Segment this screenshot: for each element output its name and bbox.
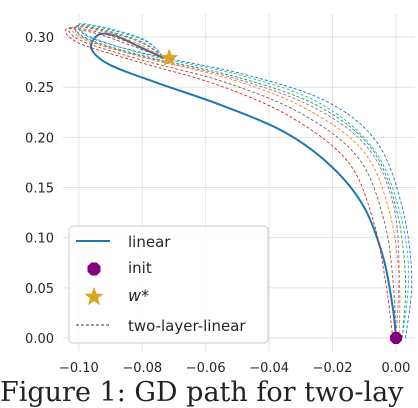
marker-layer: [160, 48, 402, 344]
two-layer-linear-path: [77, 23, 410, 339]
two-layer-linear-path: [68, 27, 397, 339]
y-tick-label: 0.00: [25, 332, 54, 347]
y-tick-label: 0.20: [25, 131, 54, 146]
two-layer-linear-path: [74, 26, 400, 339]
two-layer-linear-path: [77, 24, 413, 339]
y-tick-label: 0.25: [25, 81, 54, 96]
y-tick-label: 0.15: [25, 182, 54, 197]
x-axis-ticks: −0.10 −0.08 −0.06 −0.04 −0.02 0.00: [59, 361, 411, 376]
init-marker: [390, 332, 402, 344]
y-tick-label: 0.10: [25, 232, 54, 247]
x-tick-label: −0.06: [186, 361, 226, 376]
w-star-marker: [160, 48, 179, 66]
y-tick-label: 0.30: [25, 31, 54, 46]
two-layer-linear-path: [74, 25, 407, 339]
legend-label-w-star-text: w*: [128, 286, 149, 305]
x-tick-label: 0.00: [381, 361, 410, 376]
legend: linear init w* two-layer-linear: [68, 225, 269, 344]
gd-path-chart: −0.10 −0.08 −0.06 −0.04 −0.02 0.00 0.000.050.…: [25, 14, 415, 376]
y-tick-label: 0.05: [25, 282, 54, 297]
x-tick-label: −0.04: [249, 361, 289, 376]
series-layer: [64, 23, 413, 339]
legend-label-linear: linear: [128, 233, 171, 251]
x-tick-label: −0.08: [122, 361, 162, 376]
figure-caption: Figure 1: GD path for two-lay: [0, 378, 404, 408]
two-layer-linear-path: [64, 28, 394, 339]
legend-box: [68, 225, 269, 344]
legend-swatch-w-star: [84, 287, 104, 306]
legend-swatch-init: [87, 262, 101, 276]
x-tick-label: −0.10: [59, 361, 99, 376]
legend-label-two-layer-linear: two-layer-linear: [128, 317, 246, 335]
linear-path: [90, 32, 397, 339]
two-layer-linear-path: [71, 26, 401, 339]
y-axis-ticks: 0.00 0.05 0.10 0.15 0.20 0.25 0.30: [25, 31, 54, 347]
legend-label-init: init: [128, 259, 152, 277]
x-tick-label: −0.02: [313, 361, 353, 376]
legend-label-w-star: w*: [128, 286, 149, 305]
